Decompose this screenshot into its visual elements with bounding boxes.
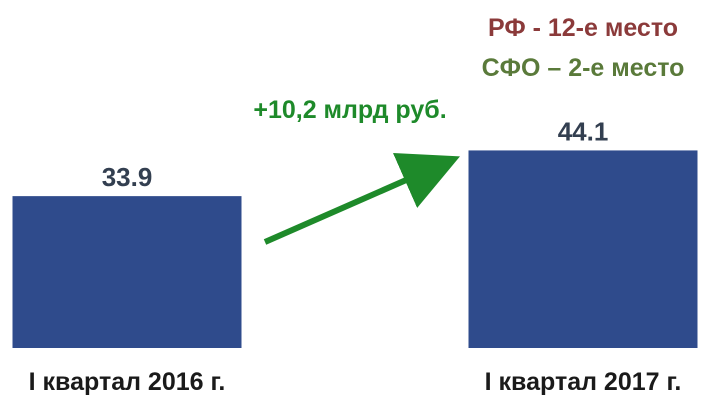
growth-arrow-icon [263, 153, 460, 245]
change-annotation: +10,2 млрд руб. [253, 96, 446, 124]
rank-sfo-annotation: СФО – 2-е место [482, 54, 685, 82]
bar-2016 [12, 196, 242, 348]
category-label-2016: I квартал 2016 г. [29, 368, 226, 396]
category-label-2017: I квартал 2017 г. [485, 368, 682, 396]
rank-rf-annotation: РФ - 12-е место [488, 14, 678, 42]
value-label-2016: 33.9 [102, 162, 153, 192]
bar-2017 [468, 150, 698, 348]
value-label-2017: 44.1 [558, 116, 609, 146]
